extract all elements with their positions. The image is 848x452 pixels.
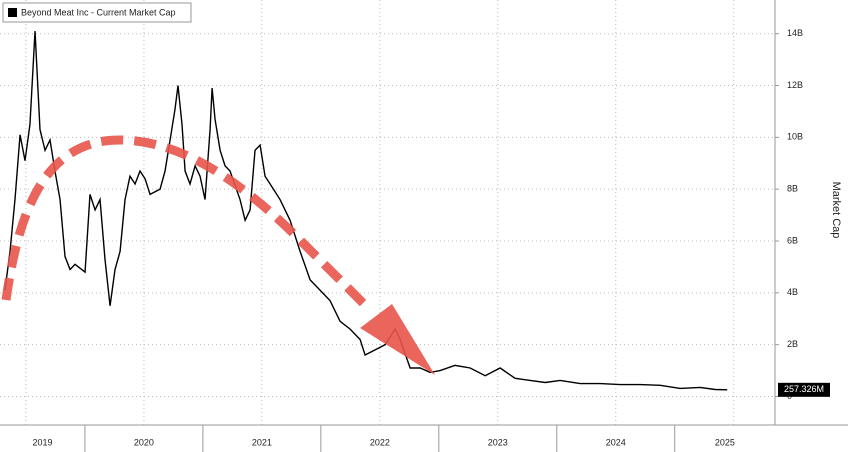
- grid: [0, 0, 775, 425]
- y-tick-label: 4B: [787, 287, 798, 297]
- y-tick-label: 14B: [787, 28, 803, 38]
- y-tick-label: 12B: [787, 80, 803, 90]
- y-axis-title: Market Cap: [830, 182, 842, 239]
- y-tick-label: 2B: [787, 339, 798, 349]
- x-tick-label: 2021: [252, 437, 272, 447]
- last-value-box: [778, 382, 830, 397]
- plot: [4, 31, 728, 391]
- y-tick-label: 6B: [787, 235, 798, 245]
- legend-label: Beyond Meat Inc - Current Market Cap: [21, 7, 176, 17]
- legend: [2, 2, 192, 23]
- series-line: [4, 31, 728, 391]
- x-tick-label: 2019: [32, 437, 52, 447]
- trend-arrow: [1, 135, 374, 314]
- x-tick-label: 2025: [715, 437, 735, 447]
- y-tick-label: 10B: [787, 132, 803, 142]
- x-tick-label: 2024: [606, 437, 626, 447]
- x-tick-label: 2023: [488, 437, 508, 447]
- legend-swatch: [8, 8, 17, 17]
- arrow-head: [360, 304, 435, 375]
- x-tick-label: 2022: [370, 437, 390, 447]
- x-tick-label: 2020: [134, 437, 154, 447]
- last-value-label: 257.326M: [784, 384, 824, 394]
- y-tick-label: 8B: [787, 184, 798, 194]
